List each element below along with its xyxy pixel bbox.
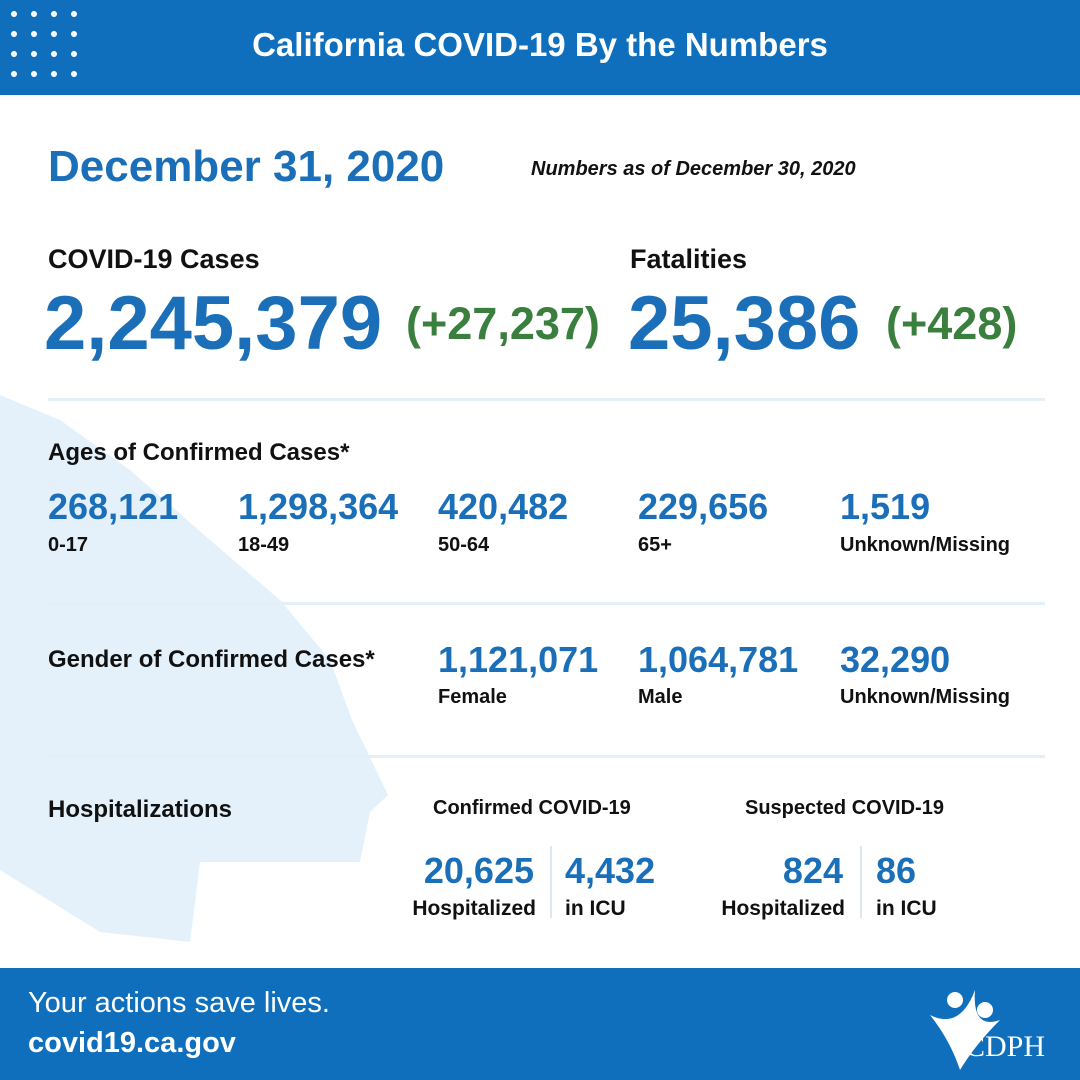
gender-value: 1,064,781: [638, 639, 799, 680]
gender-value: 1,121,071: [438, 639, 599, 680]
fatalities-total: 25,386: [628, 281, 861, 366]
gender-label: Male: [638, 686, 683, 708]
icu-label: in ICU: [876, 897, 937, 920]
fatalities-label: Fatalities: [630, 244, 748, 274]
age-label: 0-17: [48, 534, 89, 556]
age-value: 420,482: [438, 486, 569, 527]
hosp-value: 824: [782, 850, 843, 891]
age-label: 18-49: [238, 534, 290, 556]
logo-text: CDPH: [965, 1030, 1046, 1063]
icu-value: 4,432: [565, 850, 656, 891]
hosp-title: Hospitalizations: [48, 796, 233, 823]
date: December 31, 2020: [48, 142, 445, 191]
as-of: Numbers as of December 30, 2020: [531, 158, 856, 180]
cases-change: (+27,237): [406, 298, 600, 349]
suspected-title: Suspected COVID-19: [745, 797, 944, 819]
california-shape: [0, 395, 388, 942]
header-bar: [0, 0, 1080, 95]
hosp-value: 20,625: [423, 850, 534, 891]
gender-title: Gender of Confirmed Cases*: [48, 646, 375, 673]
hosp-label: Hospitalized: [412, 897, 536, 920]
separator: [860, 846, 862, 918]
footer-bar: [0, 968, 1080, 1080]
divider: [48, 398, 1045, 401]
confirmed-title: Confirmed COVID-19: [433, 797, 631, 819]
icu-value: 86: [876, 850, 917, 891]
fatalities-change: (+428): [886, 298, 1018, 349]
age-label: 65+: [638, 534, 672, 556]
divider: [48, 755, 1045, 758]
age-value: 229,656: [638, 486, 769, 527]
cases-total: 2,245,379: [44, 281, 383, 366]
age-value: 1,298,364: [238, 486, 399, 527]
dots: [11, 11, 77, 77]
ages-title: Ages of Confirmed Cases*: [48, 439, 350, 466]
slogan: Your actions save lives.: [28, 987, 330, 1019]
header-title: California COVID-19 By the Numbers: [252, 26, 828, 63]
age-label: 50-64: [438, 534, 490, 556]
gender-value: 32,290: [840, 639, 951, 680]
cases-label: COVID-19 Cases: [48, 244, 260, 274]
age-value: 268,121: [48, 486, 179, 527]
hosp-label: Hospitalized: [721, 897, 845, 920]
gender-label: Female: [438, 686, 507, 708]
divider: [48, 602, 1045, 605]
age-label: Unknown/Missing: [840, 534, 1010, 556]
logo-figure: [930, 990, 1000, 1070]
url[interactable]: covid19.ca.gov: [28, 1027, 236, 1059]
gender-label: Unknown/Missing: [840, 686, 1010, 708]
icu-label: in ICU: [565, 897, 626, 920]
separator: [550, 846, 552, 918]
age-value: 1,519: [840, 486, 931, 527]
